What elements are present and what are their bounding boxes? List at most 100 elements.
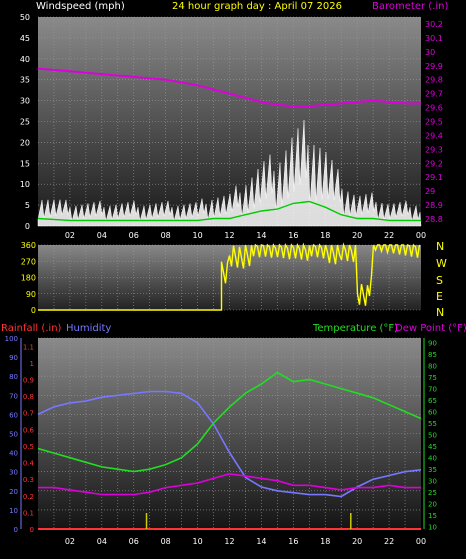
x-tick-label: 00 (416, 537, 426, 546)
rain-y-tick-label: 0.8 (23, 393, 34, 401)
humidity-label: Humidity (66, 323, 111, 334)
baro-y-tick-label: 29.9 (425, 62, 443, 71)
x-tick-label: 14 (256, 231, 266, 240)
rain-y-tick-label: 0.6 (23, 426, 35, 434)
x-tick-label: 04 (97, 537, 107, 546)
humidity-y-tick-label: 30 (9, 469, 18, 477)
temp-y-tick-label: 25 (428, 489, 437, 497)
temp-y-tick-label: 15 (428, 512, 437, 520)
wind-y-tick-label: 15 (20, 159, 30, 168)
wind-y-tick-label: 0 (25, 222, 30, 231)
rain-y-tick-label: 1 (30, 360, 34, 368)
x-tick-label: 18 (320, 231, 330, 240)
humidity-y-tick-label: 100 (5, 335, 18, 343)
x-tick-label: 12 (224, 231, 234, 240)
direction-y-tick-label: 180 (21, 274, 36, 283)
wind-y-tick-label: 25 (20, 118, 30, 127)
x-tick-label: 10 (192, 537, 202, 546)
wind-direction-line (38, 242, 421, 311)
x-tick-label: 06 (129, 231, 139, 240)
x-tick-label: 20 (352, 231, 362, 240)
humidity-y-tick-label: 50 (9, 431, 18, 439)
wind-y-tick-label: 50 (20, 13, 30, 22)
temp-y-tick-label: 75 (428, 374, 437, 382)
direction-y-tick-label: 270 (21, 257, 36, 266)
x-tick-label: 06 (129, 537, 139, 546)
wind-y-tick-label: 10 (20, 180, 30, 189)
direction-letter-n-bottom: N (436, 306, 444, 319)
temp-y-tick-label: 10 (428, 524, 437, 532)
rain-y-tick-label: 0.3 (23, 476, 34, 484)
temp-y-tick-label: 80 (428, 363, 437, 371)
temp-y-tick-label: 70 (428, 386, 437, 394)
rain-y-tick-label: 0.9 (23, 377, 34, 385)
humidity-y-tick-label: 90 (9, 354, 18, 362)
dewpoint-line (38, 472, 421, 496)
baro-y-tick-label: 28.9 (425, 201, 443, 210)
humidity-y-tick-label: 40 (9, 450, 18, 458)
temp-y-tick-label: 40 (428, 455, 437, 463)
temp-y-tick-label: 90 (428, 340, 437, 348)
rain-y-tick-label: 0.4 (23, 460, 35, 468)
baro-y-tick-label: 29.4 (425, 131, 443, 140)
x-tick-label: 12 (224, 537, 234, 546)
windspeed-area (37, 120, 422, 227)
humidity-y-tick-label: 20 (9, 488, 18, 496)
x-tick-label: 10 (192, 231, 202, 240)
baro-y-tick-label: 29.6 (425, 104, 443, 113)
wind-y-tick-label: 30 (20, 97, 30, 106)
temp-y-tick-label: 85 (428, 351, 437, 359)
temp-y-tick-label: 45 (428, 443, 437, 451)
baro-y-tick-label: 29.3 (425, 145, 443, 154)
direction-letter-s: S (436, 274, 443, 287)
baro-y-tick-label: 30.2 (425, 20, 443, 29)
x-tick-label: 02 (65, 537, 75, 546)
dewpoint-label: Dew Point (°F) (395, 323, 466, 334)
x-tick-label: 08 (161, 231, 171, 240)
direction-y-tick-label: 90 (26, 290, 36, 299)
baro-y-tick-label: 30.1 (425, 34, 443, 43)
rain-y-tick-label: 0.5 (23, 443, 34, 451)
rain-y-tick-label: 1.1 (23, 343, 34, 351)
baro-y-tick-label: 29.2 (425, 159, 443, 168)
x-tick-label: 22 (384, 231, 394, 240)
rain-y-tick-label: 0.2 (23, 493, 34, 501)
x-tick-label: 14 (256, 537, 266, 546)
temp-y-tick-label: 50 (428, 432, 437, 440)
baro-y-tick-label: 29.7 (425, 90, 443, 99)
temp-y-tick-label: 35 (428, 466, 437, 474)
wind-average-line (37, 200, 421, 222)
direction-letter-n-top: N (436, 240, 444, 253)
x-tick-label: 04 (97, 231, 107, 240)
temp-y-tick-label: 20 (428, 501, 437, 509)
wind-y-tick-label: 35 (20, 76, 30, 85)
baro-y-tick-label: 29 (425, 187, 435, 196)
wind-y-tick-label: 40 (20, 55, 30, 64)
x-tick-label: 00 (416, 231, 426, 240)
rain-y-tick-label: 0.1 (23, 509, 34, 517)
temp-y-tick-label: 30 (428, 478, 437, 486)
humidity-y-tick-label: 0 (14, 526, 18, 534)
humidity-y-tick-label: 10 (9, 507, 18, 515)
temperature-line (37, 371, 422, 473)
rainfall-label: Rainfall (.in) (1, 323, 62, 334)
wind-y-tick-label: 5 (25, 201, 30, 210)
x-tick-label: 16 (288, 537, 298, 546)
x-tick-label: 20 (352, 537, 362, 546)
x-tick-label: 22 (384, 537, 394, 546)
temp-y-tick-label: 65 (428, 397, 437, 405)
baro-y-tick-label: 29.1 (425, 173, 443, 182)
baro-y-tick-label: 29.8 (425, 76, 443, 85)
baro-y-tick-label: 28.8 (425, 215, 443, 224)
temperature-label: Temperature (°F) (312, 323, 398, 334)
humidity-y-tick-label: 80 (9, 373, 18, 381)
chart-title: 24 hour graph day : April 07 2026 (172, 1, 342, 12)
direction-letter-e: E (436, 290, 443, 303)
x-tick-label: 16 (288, 231, 298, 240)
rain-y-tick-label: 0 (30, 526, 34, 534)
rain-y-tick-label: 0.7 (23, 410, 34, 418)
direction-y-tick-label: 0 (31, 306, 36, 315)
x-tick-label: 02 (65, 231, 75, 240)
